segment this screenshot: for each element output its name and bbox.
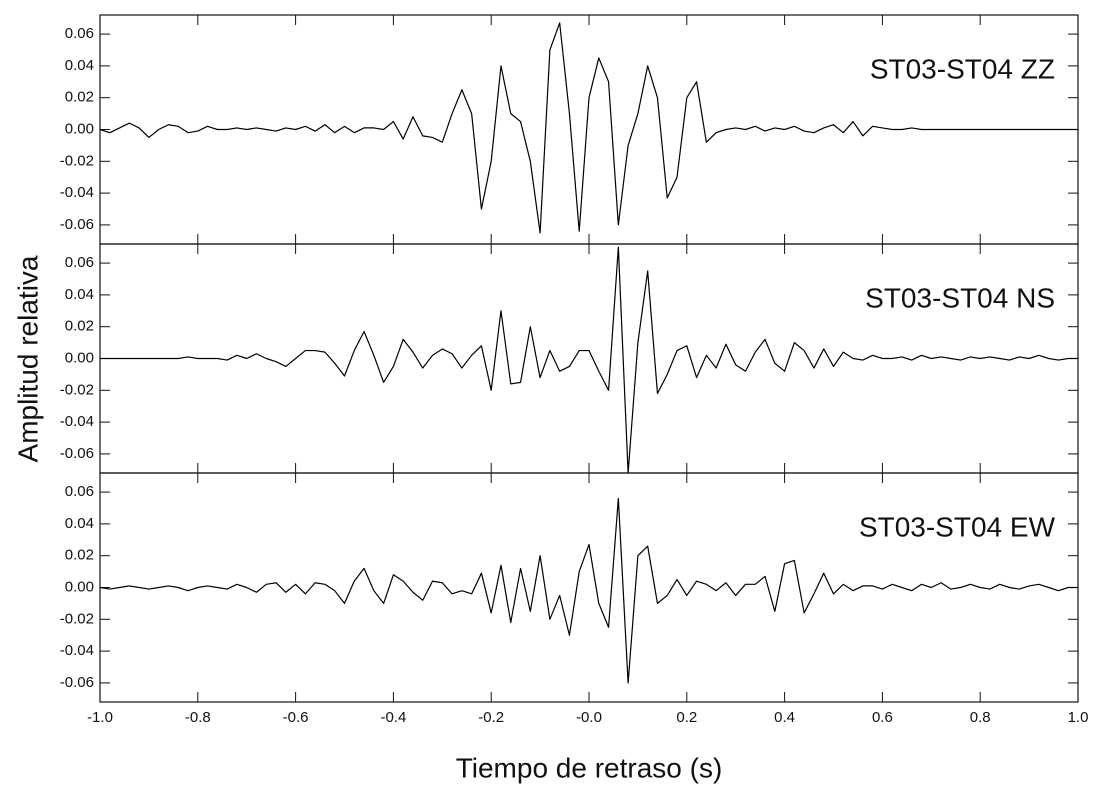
trace — [100, 246, 1078, 474]
y-tick-label: -0.02 — [60, 381, 94, 398]
y-tick-label: -0.02 — [60, 152, 94, 169]
panel-label: ST03-ST04 ZZ — [870, 53, 1055, 84]
y-tick-label: 0.00 — [65, 349, 94, 366]
x-tick-label: -0.8 — [185, 709, 211, 726]
y-tick-label: -0.06 — [60, 445, 94, 462]
y-tick-label: -0.06 — [60, 216, 94, 233]
y-tick-label: -0.04 — [60, 184, 94, 201]
y-tick-label: 0.04 — [65, 515, 94, 532]
y-tick-label: 0.00 — [65, 578, 94, 595]
y-tick-label: 0.06 — [65, 25, 94, 42]
y-tick-label: 0.00 — [65, 120, 94, 137]
x-tick-label: 0.6 — [872, 709, 893, 726]
x-tick-label: -0.0 — [576, 709, 602, 726]
panel-label: ST03-ST04 NS — [865, 282, 1055, 313]
y-tick-label: 0.04 — [65, 286, 94, 303]
y-axis-label: Amplitud relativa — [12, 255, 43, 462]
y-tick-label: 0.02 — [65, 547, 94, 564]
x-tick-label: 0.4 — [774, 709, 795, 726]
y-tick-label: 0.02 — [65, 318, 94, 335]
x-tick-label: 0.8 — [970, 709, 991, 726]
y-tick-label: -0.06 — [60, 674, 94, 691]
y-tick-label: 0.04 — [65, 57, 94, 74]
x-axis-label: Tiempo de retraso (s) — [456, 752, 723, 783]
x-tick-label: -0.4 — [380, 709, 406, 726]
panel-label: ST03-ST04 EW — [859, 511, 1056, 542]
y-tick-label: -0.04 — [60, 642, 94, 659]
x-tick-label: 1.0 — [1068, 709, 1089, 726]
y-tick-label: 0.06 — [65, 254, 94, 271]
trace — [99, 497, 1078, 684]
trace — [99, 22, 1078, 234]
y-tick-label: 0.06 — [65, 483, 94, 500]
x-tick-label: -0.6 — [283, 709, 309, 726]
x-tick-label: -0.2 — [478, 709, 504, 726]
x-tick-label: 0.2 — [676, 709, 697, 726]
x-tick-label: -1.0 — [87, 709, 113, 726]
y-tick-label: 0.02 — [65, 89, 94, 106]
y-tick-label: -0.02 — [60, 610, 94, 627]
y-tick-label: -0.04 — [60, 413, 94, 430]
